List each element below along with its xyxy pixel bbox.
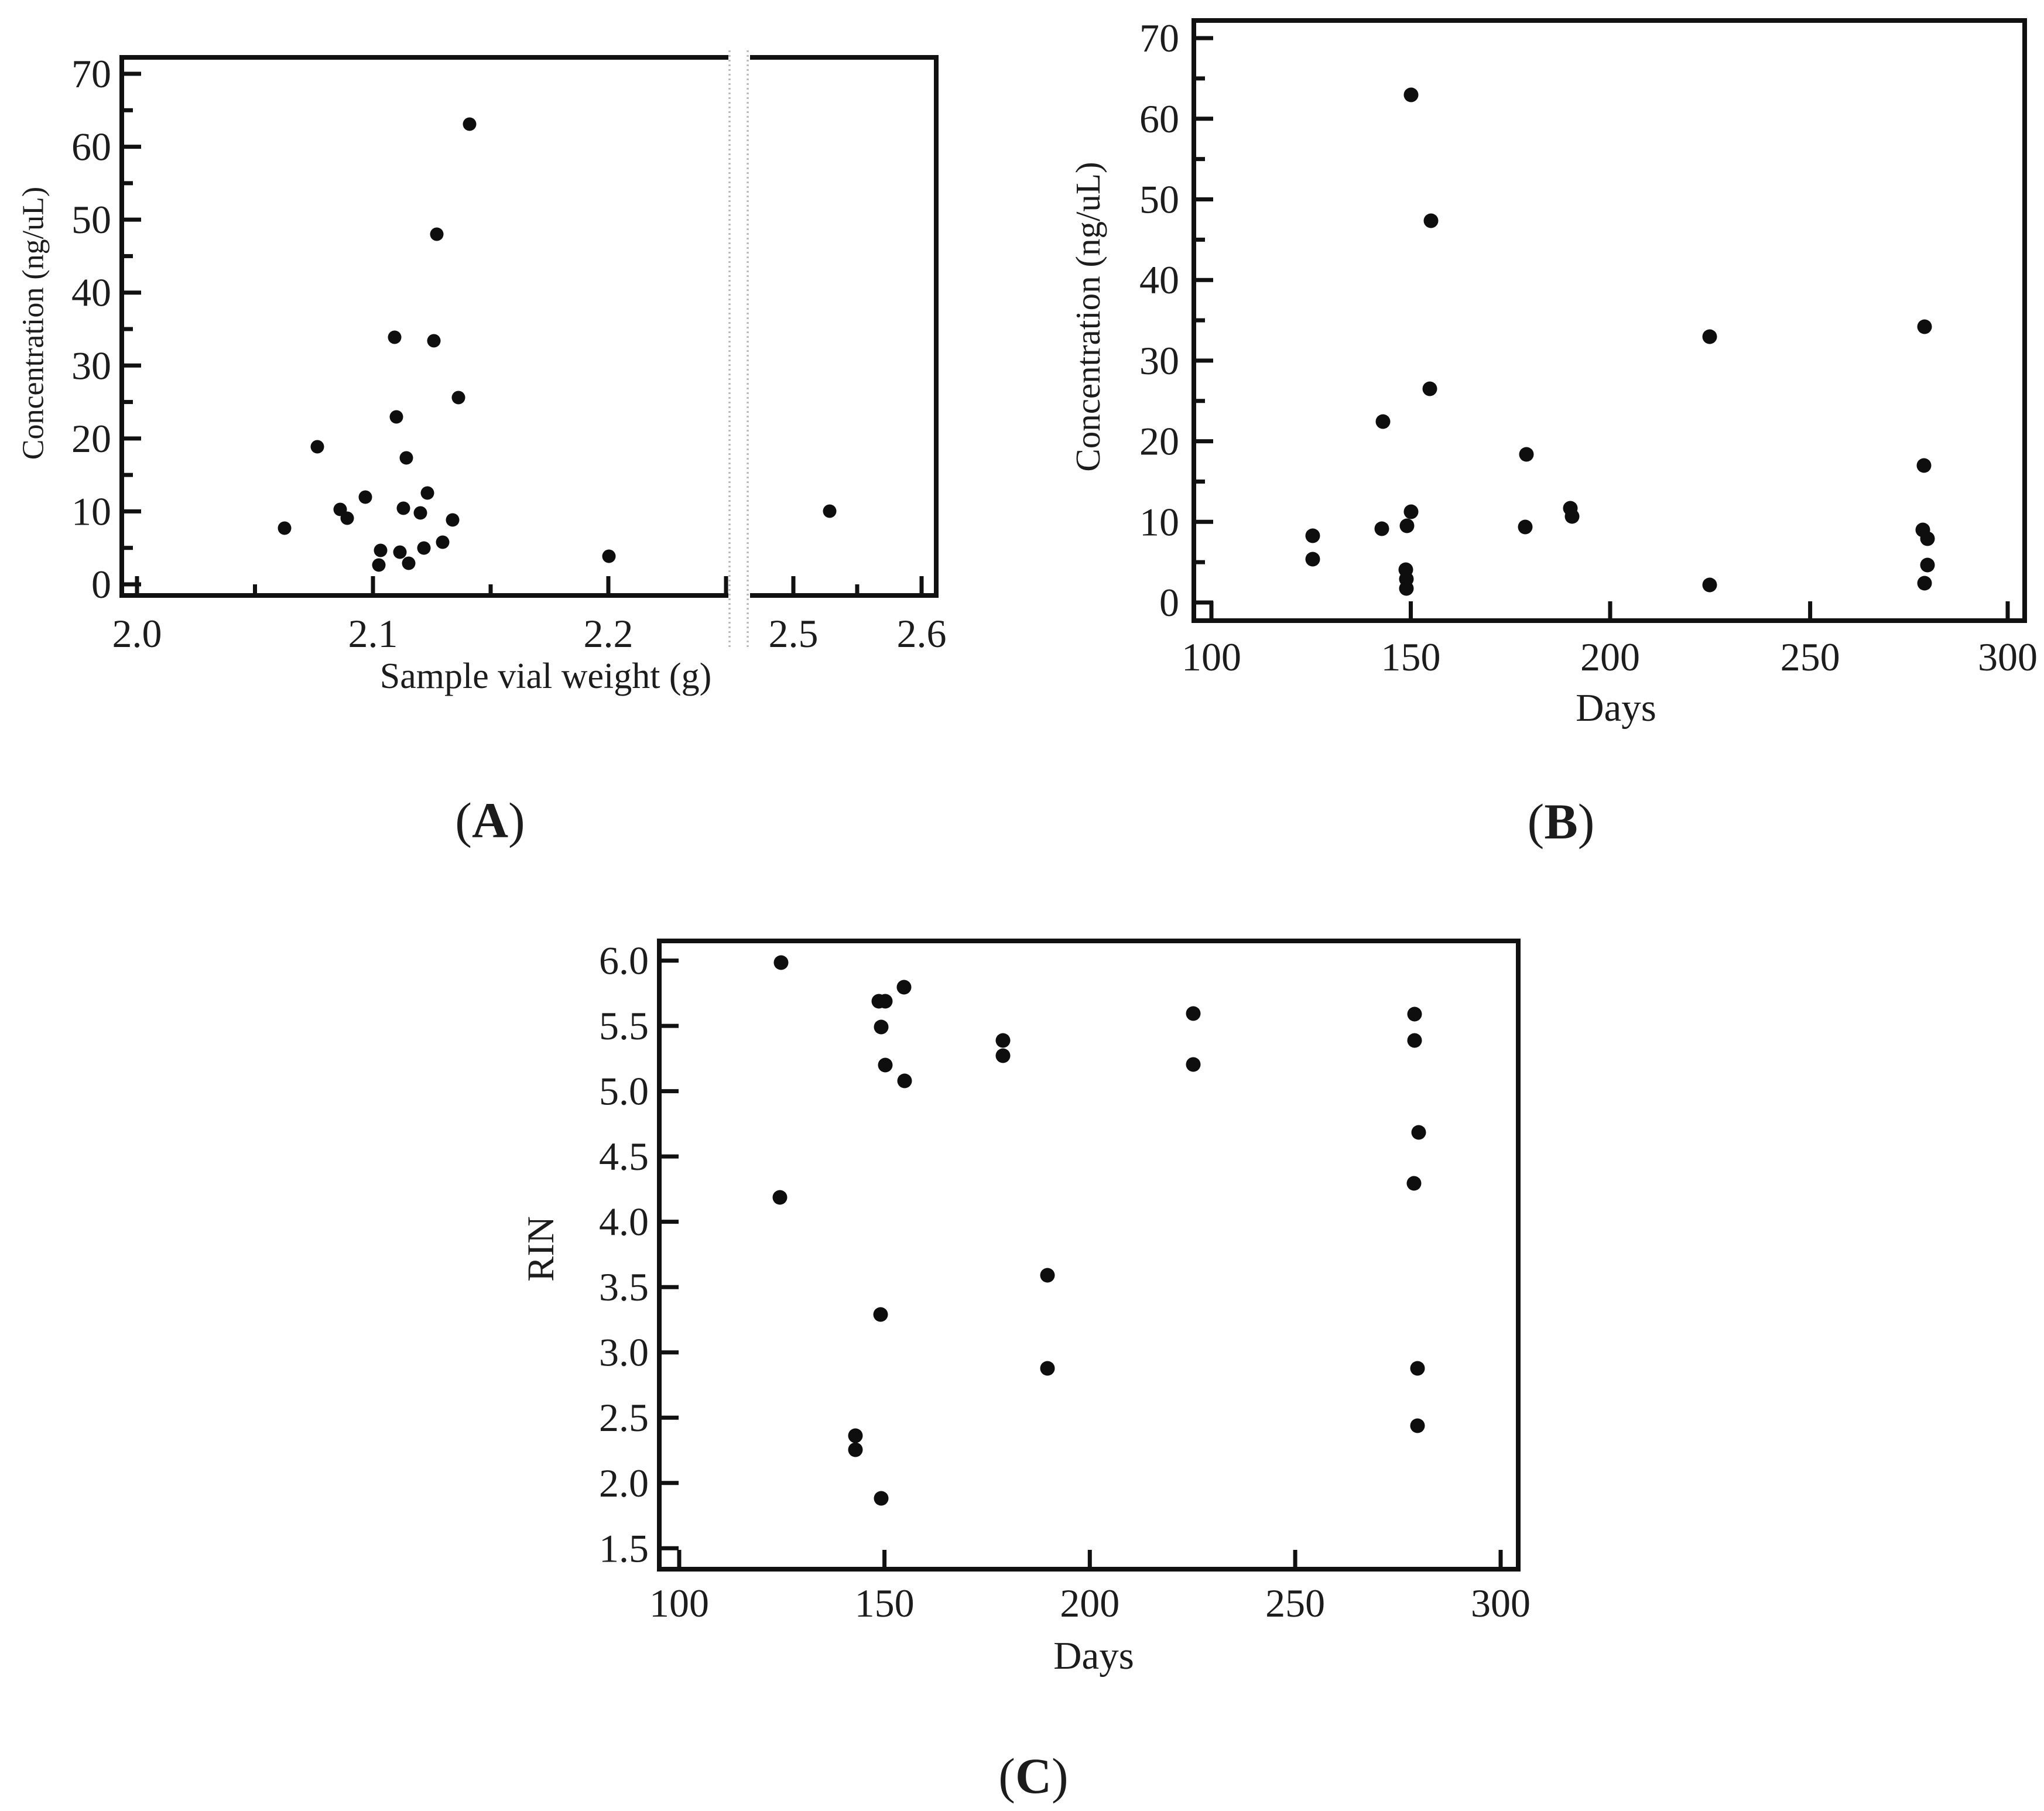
svg-text:2.6: 2.6 xyxy=(897,611,947,656)
svg-text:40: 40 xyxy=(1139,258,1179,302)
svg-text:10: 10 xyxy=(1139,499,1179,544)
svg-text:5.5: 5.5 xyxy=(599,1004,649,1048)
svg-text:(C): (C) xyxy=(998,1748,1068,1804)
svg-text:50: 50 xyxy=(1139,177,1179,222)
svg-text:Days: Days xyxy=(1053,1634,1134,1678)
svg-text:Days: Days xyxy=(1576,686,1656,730)
svg-text:40: 40 xyxy=(71,271,111,315)
svg-text:70: 70 xyxy=(71,52,111,96)
svg-text:6.0: 6.0 xyxy=(599,939,649,983)
svg-text:(A): (A) xyxy=(455,792,525,848)
svg-text:10: 10 xyxy=(71,489,111,533)
svg-text:3.5: 3.5 xyxy=(599,1265,649,1309)
svg-text:(B): (B) xyxy=(1528,793,1595,850)
svg-text:Concentration (ng/uL): Concentration (ng/uL) xyxy=(17,187,50,460)
svg-text:4.5: 4.5 xyxy=(599,1134,649,1179)
svg-text:200: 200 xyxy=(1580,635,1640,679)
svg-text:60: 60 xyxy=(1139,97,1179,141)
svg-text:300: 300 xyxy=(1978,635,2038,679)
svg-text:20: 20 xyxy=(1139,419,1179,464)
svg-text:100: 100 xyxy=(1182,635,1241,679)
svg-text:2.2: 2.2 xyxy=(584,611,634,656)
svg-text:70: 70 xyxy=(1139,16,1179,60)
svg-text:Concentration (ng/uL): Concentration (ng/uL) xyxy=(1069,162,1107,471)
svg-text:4.0: 4.0 xyxy=(599,1200,649,1244)
svg-text:150: 150 xyxy=(855,1581,915,1625)
svg-text:150: 150 xyxy=(1381,635,1441,679)
svg-text:300: 300 xyxy=(1471,1581,1531,1625)
svg-text:2.5: 2.5 xyxy=(769,611,819,656)
svg-text:30: 30 xyxy=(1139,338,1179,383)
svg-text:2.0: 2.0 xyxy=(599,1461,649,1505)
svg-text:20: 20 xyxy=(71,416,111,461)
svg-text:250: 250 xyxy=(1781,635,1840,679)
svg-text:0: 0 xyxy=(91,562,111,607)
svg-text:Sample vial weight (g): Sample vial weight (g) xyxy=(380,656,711,696)
svg-text:30: 30 xyxy=(71,343,111,388)
svg-text:50: 50 xyxy=(71,197,111,242)
svg-text:2.0: 2.0 xyxy=(112,611,162,656)
svg-text:1.5: 1.5 xyxy=(599,1526,649,1570)
svg-text:0: 0 xyxy=(1159,580,1179,625)
svg-text:2.1: 2.1 xyxy=(348,611,398,656)
svg-text:3.0: 3.0 xyxy=(599,1330,649,1375)
svg-text:60: 60 xyxy=(71,125,111,169)
svg-text:200: 200 xyxy=(1060,1581,1119,1625)
svg-text:2.5: 2.5 xyxy=(599,1395,649,1440)
svg-text:5.0: 5.0 xyxy=(599,1069,649,1114)
svg-text:RIN: RIN xyxy=(520,1216,562,1282)
svg-text:100: 100 xyxy=(649,1581,709,1625)
svg-text:250: 250 xyxy=(1265,1581,1325,1625)
